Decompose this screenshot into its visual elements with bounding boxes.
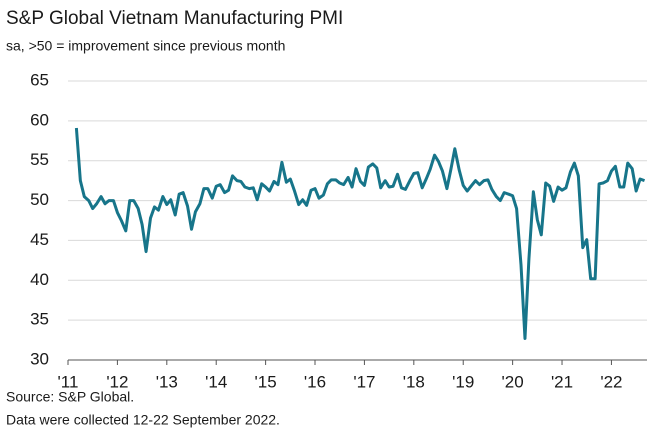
x-tick-label: '12 (106, 372, 128, 391)
y-tick-label: 65 (30, 70, 49, 89)
x-tick-label: '17 (353, 372, 375, 391)
x-tick-label: '15 (255, 372, 277, 391)
x-tick-label: '14 (205, 372, 227, 391)
x-tick-label: '20 (502, 372, 524, 391)
y-tick-label: 50 (30, 190, 49, 209)
pmi-line (74, 127, 646, 340)
note: Data were collected 12-22 September 2022… (6, 412, 280, 428)
x-tick-label: '16 (304, 372, 326, 391)
y-tick-label: 45 (30, 230, 49, 249)
x-tick-label: '13 (156, 372, 178, 391)
chart-subtitle: sa, >50 = improvement since previous mon… (6, 38, 285, 54)
chart-title: S&P Global Vietnam Manufacturing PMI (6, 8, 343, 29)
y-tick-label: 30 (30, 349, 49, 368)
source: Source: S&P Global. (6, 389, 134, 405)
x-tick-label: '11 (58, 372, 79, 391)
x-tick-label: '22 (600, 372, 622, 391)
x-tick-label: '21 (551, 372, 573, 391)
y-tick-label: 40 (30, 270, 49, 289)
x-tick-label: '19 (452, 372, 474, 391)
x-tick-label: '18 (403, 372, 425, 391)
y-tick-label: 60 (30, 110, 49, 129)
y-tick-label: 55 (30, 150, 49, 169)
y-tick-label: 35 (30, 310, 49, 329)
